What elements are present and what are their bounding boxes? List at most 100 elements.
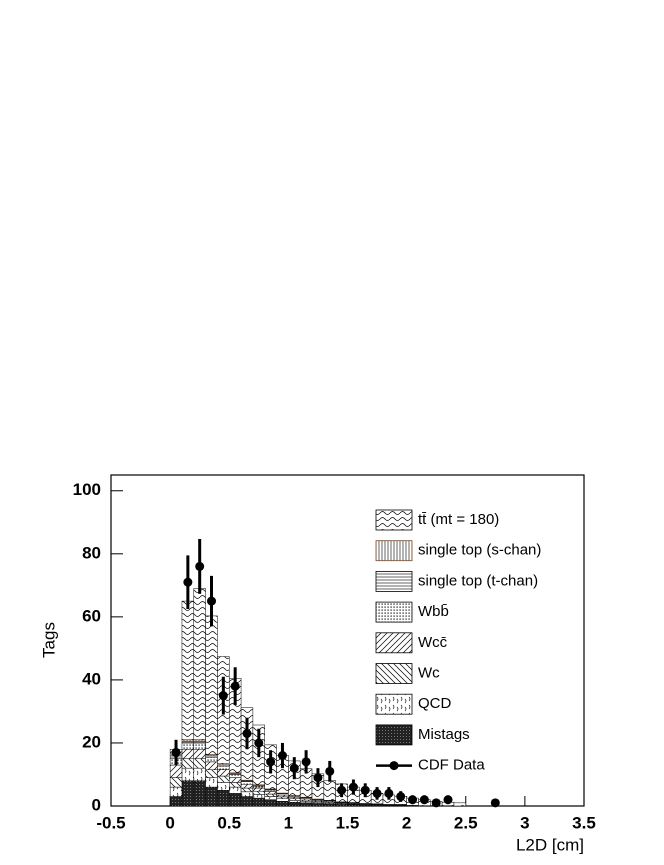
histogram-bar bbox=[182, 768, 194, 781]
legend-label: single top (t-chan) bbox=[418, 572, 538, 589]
histogram-bar bbox=[454, 803, 466, 806]
data-point bbox=[313, 773, 322, 782]
legend-label: Mistags bbox=[418, 726, 470, 743]
histogram-bar bbox=[229, 778, 241, 783]
histogram-bar bbox=[241, 797, 253, 806]
histogram-bar bbox=[217, 776, 229, 782]
x-tick-label: 0.5 bbox=[217, 813, 241, 832]
data-point bbox=[172, 748, 181, 757]
y-tick-label: 100 bbox=[73, 480, 101, 499]
histogram-bar bbox=[194, 749, 206, 758]
histogram-bar bbox=[241, 792, 253, 797]
legend-swatch bbox=[376, 541, 412, 561]
histogram-bar bbox=[312, 803, 324, 806]
legend-swatch bbox=[376, 664, 412, 684]
y-tick-label: 40 bbox=[82, 669, 101, 688]
data-point bbox=[278, 751, 287, 760]
x-tick-label: 3.5 bbox=[572, 813, 596, 832]
data-point bbox=[361, 786, 370, 795]
histogram-bar bbox=[265, 794, 277, 797]
data-point bbox=[373, 789, 382, 798]
histogram-bar bbox=[182, 601, 194, 740]
y-tick-label: 80 bbox=[82, 543, 101, 562]
y-tick-label: 60 bbox=[82, 606, 101, 625]
histogram-bar bbox=[206, 778, 218, 787]
legend-label: CDF Data bbox=[418, 757, 485, 774]
histogram-bar bbox=[277, 799, 289, 802]
legend-label: Wbb̄ bbox=[418, 603, 449, 620]
histogram-bar bbox=[241, 782, 253, 785]
histogram-bar bbox=[288, 802, 300, 806]
histogram-bar bbox=[170, 787, 182, 796]
histogram-bar bbox=[217, 770, 229, 776]
data-point bbox=[231, 682, 240, 691]
y-tick-label: 20 bbox=[82, 732, 101, 751]
histogram-bar bbox=[206, 616, 218, 755]
histogram-bar bbox=[182, 759, 194, 768]
legend-label: QCD bbox=[418, 695, 452, 712]
histogram-bar bbox=[265, 791, 277, 794]
legend-marker bbox=[390, 761, 399, 770]
data-point bbox=[408, 795, 417, 804]
data-point bbox=[266, 757, 275, 766]
histogram-bar bbox=[277, 801, 289, 806]
histogram-bar bbox=[170, 765, 182, 778]
histogram-bar bbox=[265, 797, 277, 800]
data-point bbox=[396, 792, 405, 801]
histogram-bar bbox=[170, 778, 182, 787]
y-axis-label: Tags bbox=[39, 622, 58, 658]
histogram-bar bbox=[206, 787, 218, 806]
histogram-bar bbox=[206, 762, 218, 770]
legend-label: tt̄ (mt = 180) bbox=[418, 511, 499, 528]
histogram-bar bbox=[241, 784, 253, 788]
histogram-bar bbox=[182, 743, 194, 749]
data-point bbox=[302, 757, 311, 766]
x-tick-label: 3 bbox=[520, 813, 529, 832]
histogram-bar bbox=[253, 798, 265, 806]
legend-label: Wcc̄ bbox=[418, 634, 448, 651]
data-point bbox=[183, 578, 192, 587]
histogram-bar bbox=[253, 786, 265, 788]
legend-label: single top (s-chan) bbox=[418, 542, 541, 559]
histogram-bar bbox=[229, 793, 241, 806]
legend-swatch bbox=[376, 571, 412, 591]
data-point bbox=[242, 729, 251, 738]
histogram-bar bbox=[324, 780, 336, 800]
histogram-bar bbox=[229, 782, 241, 787]
histogram-bar bbox=[206, 770, 218, 778]
x-tick-label: 1.5 bbox=[336, 813, 360, 832]
data-point bbox=[290, 764, 299, 773]
histogram-bar bbox=[253, 794, 265, 798]
data-point bbox=[444, 795, 453, 804]
x-tick-label: 2 bbox=[402, 813, 411, 832]
data-point bbox=[432, 798, 441, 807]
histogram-bar bbox=[206, 757, 218, 762]
histogram-bar bbox=[288, 800, 300, 802]
data-point bbox=[337, 786, 346, 795]
histogram-bar bbox=[194, 741, 206, 743]
legend-label: Wc bbox=[418, 664, 440, 681]
histogram-bar bbox=[277, 797, 289, 799]
histogram-bar bbox=[182, 781, 194, 806]
histogram-bar bbox=[241, 788, 253, 792]
histogram-bar bbox=[182, 749, 194, 758]
histogram-bar bbox=[194, 781, 206, 806]
histogram-bar bbox=[194, 759, 206, 768]
legend-swatch bbox=[376, 725, 412, 745]
legend-swatch bbox=[376, 633, 412, 653]
data-point bbox=[219, 691, 228, 700]
data-point bbox=[349, 783, 358, 792]
legend-swatch bbox=[376, 510, 412, 530]
histogram-bar bbox=[217, 766, 229, 770]
histogram-bar bbox=[182, 741, 194, 743]
histogram-bar bbox=[300, 803, 312, 806]
histogram-bar bbox=[253, 791, 265, 794]
data-point bbox=[207, 597, 216, 606]
x-tick-label: 1 bbox=[284, 813, 293, 832]
histogram-bar bbox=[194, 588, 206, 739]
data-point bbox=[491, 798, 500, 807]
histogram-bar bbox=[265, 800, 277, 806]
histogram-bar bbox=[170, 797, 182, 806]
histogram-bar bbox=[253, 788, 265, 791]
